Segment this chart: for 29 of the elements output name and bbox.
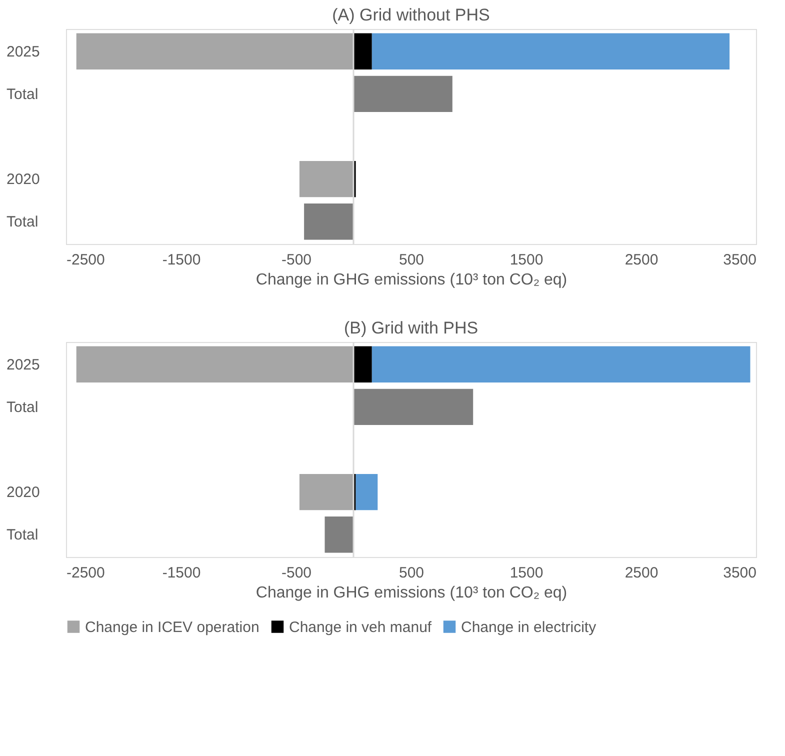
x-tick-label: -500 [281,564,312,582]
x-tick-label: -500 [281,252,312,268]
x-tick-label: -2500 [66,564,105,582]
y-tick-label: 2025 [6,356,40,374]
legend-label: Change in veh manuf [289,618,432,636]
y-tick-label: Total [6,398,38,416]
x-tick-label: 3500 [723,564,756,582]
x-tick-label: 2500 [624,564,658,582]
x-tick-label: -1500 [162,252,201,268]
x-axis-title: Change in GHG emissions (10³ ton CO₂ eq) [256,272,568,288]
legend-label: Change in ICEV operation [85,618,260,636]
x-tick-label: 500 [398,564,424,582]
x-tick-label: 3500 [723,252,756,268]
y-tick-label: 2025 [6,43,40,60]
y-tick-label: Total [6,526,38,544]
legend-label: Change in electricity [461,618,597,636]
x-tick-label: 500 [398,252,424,268]
x-tick-label: -1500 [162,564,201,582]
y-tick-label: 2020 [6,171,40,188]
x-tick-label: 2500 [624,252,658,268]
chart-title: (A) Grid without PHS [332,5,490,24]
x-tick-label: -2500 [66,252,105,268]
x-tick-label: 1500 [510,252,544,268]
x-axis-title: Change in GHG emissions (10³ ton CO₂ eq) [256,584,568,602]
chart-title: (B) Grid with PHS [344,318,478,338]
x-tick-label: 1500 [510,564,544,582]
y-tick-label: 2020 [6,484,40,502]
y-tick-label: Total [6,214,38,231]
y-tick-label: Total [6,86,38,103]
